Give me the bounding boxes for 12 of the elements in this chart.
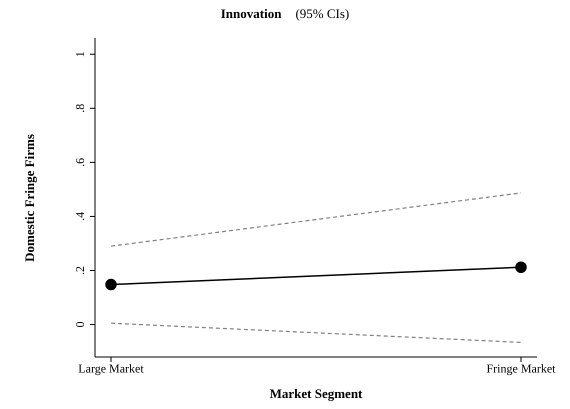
chart-subtitle: (95% CIs) xyxy=(295,6,350,21)
y-tick-label: .4 xyxy=(73,212,87,221)
y-tick-label: 0 xyxy=(73,322,87,328)
y-tick-label: .6 xyxy=(73,158,87,167)
chart-title: Innovation xyxy=(220,6,282,21)
y-axis-title: Domestic Fringe Firms xyxy=(22,134,38,262)
x-tick-label: Fringe Market xyxy=(486,362,556,376)
y-tick-label: 1 xyxy=(73,51,87,58)
y-tick-label: .8 xyxy=(73,104,87,113)
x-axis-title: Market Segment xyxy=(268,386,364,402)
y-tick-label: .2 xyxy=(73,266,87,275)
x-tick-label: Large Market xyxy=(78,362,144,376)
